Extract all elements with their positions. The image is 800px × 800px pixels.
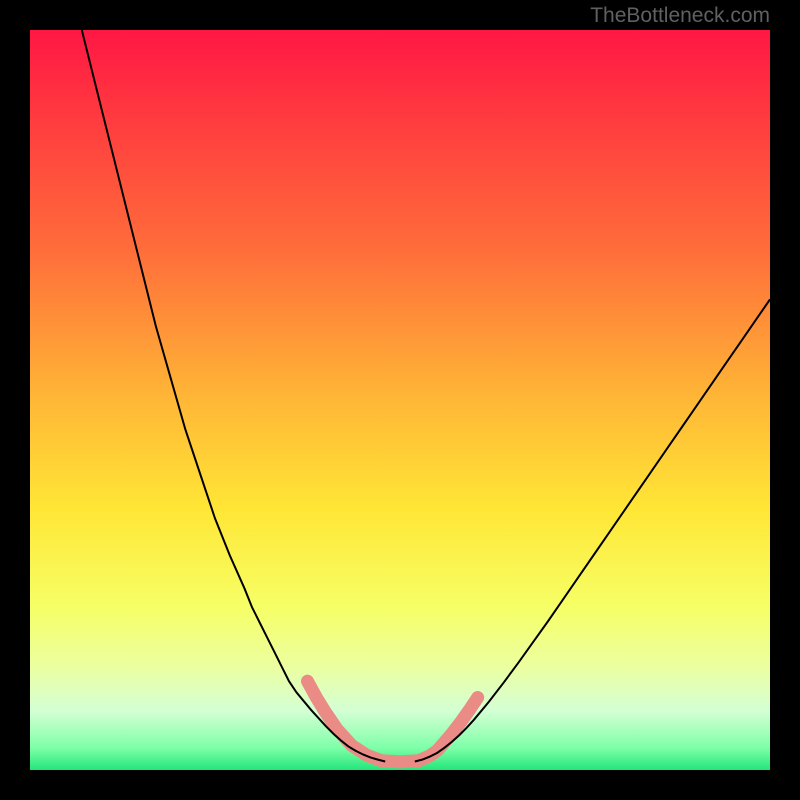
bottleneck-chart [30, 30, 770, 770]
gradient-background [30, 30, 770, 770]
watermark-text: TheBottleneck.com [590, 4, 770, 28]
chart-outer-frame: TheBottleneck.com [0, 0, 800, 800]
chart-plot-area [30, 30, 770, 770]
